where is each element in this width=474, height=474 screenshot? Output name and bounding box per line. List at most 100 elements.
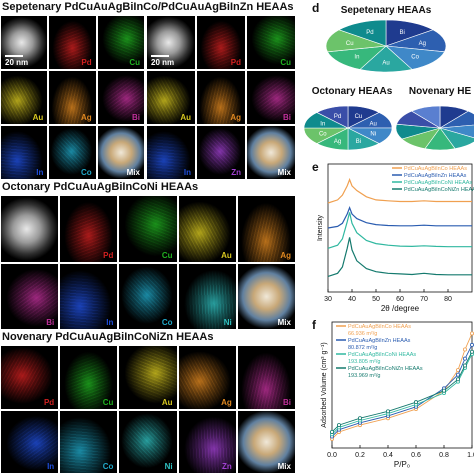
eds-tile-label: Mix [126,168,140,177]
xrd-chart: 30 40 50 60 70 80 2θ /degree Intensity PdCuAuAgB… [317,163,474,313]
eds-tile-label: In [36,168,44,177]
series-line [327,237,472,277]
pie-slice [385,29,447,53]
bet-surface-area: 80.872 m²/g [348,345,377,351]
eds-tile-label: Pd [103,250,114,260]
pie-slice-label: In [354,55,359,61]
eds-tile-label: Co [102,462,114,471]
eds-tile-label: Bi [283,113,291,122]
legend-entry: PdCuAuAgBiInCoNiZn HEAAs [404,187,474,193]
y-axis-label: Intensity [317,214,324,241]
x-tick-label: 0.8 [439,452,449,459]
data-point [386,409,391,414]
eds-tile-pd: Pd [197,16,245,69]
eds-tile-label: Bi [282,397,291,407]
eds-tile-label: Zn [222,462,232,471]
bet-isotherm-chart: 0.0 0.2 0.4 0.6 0.8 1.0 P/P₀ Adsorbed Volume (c… [321,321,474,469]
eds-tile-ni: Ni [178,263,236,329]
x-tick-label: 0.4 [383,452,393,459]
eds-tile-haadf: 20 nm [1,16,48,69]
bet-surface-area: 66.936 m²/g [348,331,377,337]
scale-bar-label: 20 nm [151,58,175,67]
pie-slice-label: Ni [370,132,376,138]
eds-tile-bi: Bi [237,346,295,409]
eds-tile-zn: Zn [178,410,236,473]
eds-map-grid-cobalt: 20 nm Pd Cu Au Ag Bi In Co Mix [0,15,145,180]
eds-tile-mix: Mix [237,263,295,329]
scale-bar [5,55,23,57]
x-tick-label: 0.0 [327,452,337,459]
eds-tile-haadf [1,196,59,262]
eds-tile-zn: Zn [197,126,245,179]
eds-tile-label: Pd [43,397,55,407]
legend-entry: PdCuAuAgBiInCoNiZn HEAAs [348,366,423,372]
eds-tile-label: Ni [164,462,173,471]
eds-tile-mix: Mix [247,126,295,179]
series-line [327,177,472,204]
pie-slice [385,19,434,47]
data-point [358,416,363,421]
section-c-title: Novenary PdCuAuAgBiInCoNiZn HEAAs [2,331,214,343]
eds-tile-au: Au [1,71,48,124]
data-point [462,347,467,352]
pie-slice [411,105,441,129]
eds-tile-cu: Cu [97,16,144,69]
eds-tile-co: Co [119,263,177,329]
composition-pie-charts: Sepetenary HEAAs Bi Ag Co Au In Cu Pd Octonary H… [303,5,474,151]
scale-bar-label: 20 nm [5,58,29,67]
pie-slice [327,45,387,70]
eds-tile-label: Co [80,168,92,177]
eds-tile-ag: Ag [237,196,295,262]
x-tick-label: 50 [372,296,380,303]
section-b-title: Octonary PdCuAuAgBiInCoNi HEAAs [2,181,199,193]
legend-entry: PdCuAuAgBiInCoNi HEAAs [404,180,472,186]
eds-tile-ag: Ag [197,71,245,124]
eds-tile-label: Au [32,113,44,122]
eds-tile-label: Pd [230,58,241,67]
eds-tile-cu: Cu [247,16,295,69]
pie-slice [439,110,474,129]
eds-tile-co: Co [49,126,96,179]
eds-tile-label: Au [161,397,173,407]
x-tick-label: 80 [444,296,452,303]
bet-surface-area: 193.805 m²/g [348,359,380,365]
pie-slice-label: Au [382,61,389,67]
pie-slice-label: Au [370,121,377,127]
legend-entry: PdCuAuAgBiInZn HEAAs [404,173,467,179]
data-point [462,356,467,361]
data-point [469,342,474,347]
pie-slice-label: In [320,121,325,127]
eds-tile-cu: Cu [60,346,118,409]
eds-tile-label: Mix [277,168,291,177]
eds-tile-label: Ag [280,250,291,260]
data-point [462,363,467,368]
scale-bar [151,55,169,57]
eds-tile-pd: Pd [60,196,118,262]
pie-title: Sepetenary HEAAs [341,5,432,16]
eds-tile-ni: Ni [119,410,177,473]
eds-tile-au: Au [147,71,195,124]
x-tick-label: 40 [348,296,356,303]
eds-tile-label: In [47,462,55,471]
eds-tile-label: Ni [223,318,232,327]
panel-letter-e: e [312,160,319,174]
x-axis-label: P/P₀ [394,460,410,469]
eds-tile-label: Cu [102,397,114,407]
y-axis-label: Adsorbed Volume (cm³ g⁻¹) [321,342,328,427]
eds-tile-in: In [147,126,195,179]
section-a-title: Sepetenary PdCuAuAgBiInCo/PdCuAuAgBiInZn… [2,1,294,13]
pie-slice-label: Cu [355,114,363,120]
x-tick-label: 60 [396,296,404,303]
eds-tile-mix: Mix [97,126,144,179]
eds-tile-au: Au [178,196,236,262]
pie-slice [385,45,445,70]
pie-slice [325,29,387,53]
pie-slice [359,45,413,73]
eds-tile-pd: Pd [1,346,59,409]
eds-tile-label: Ag [221,397,232,407]
eds-map-grid-novenary: Pd Cu Au Ag Bi In Co Ni Zn Mix [0,345,296,474]
eds-tile-ag: Ag [178,346,236,409]
legend-entry: PdCuAuAgBiInCoNi HEAAs [348,352,416,358]
pie-slice-label: Co [411,55,419,61]
x-axis-label: 2θ /degree [381,304,420,313]
